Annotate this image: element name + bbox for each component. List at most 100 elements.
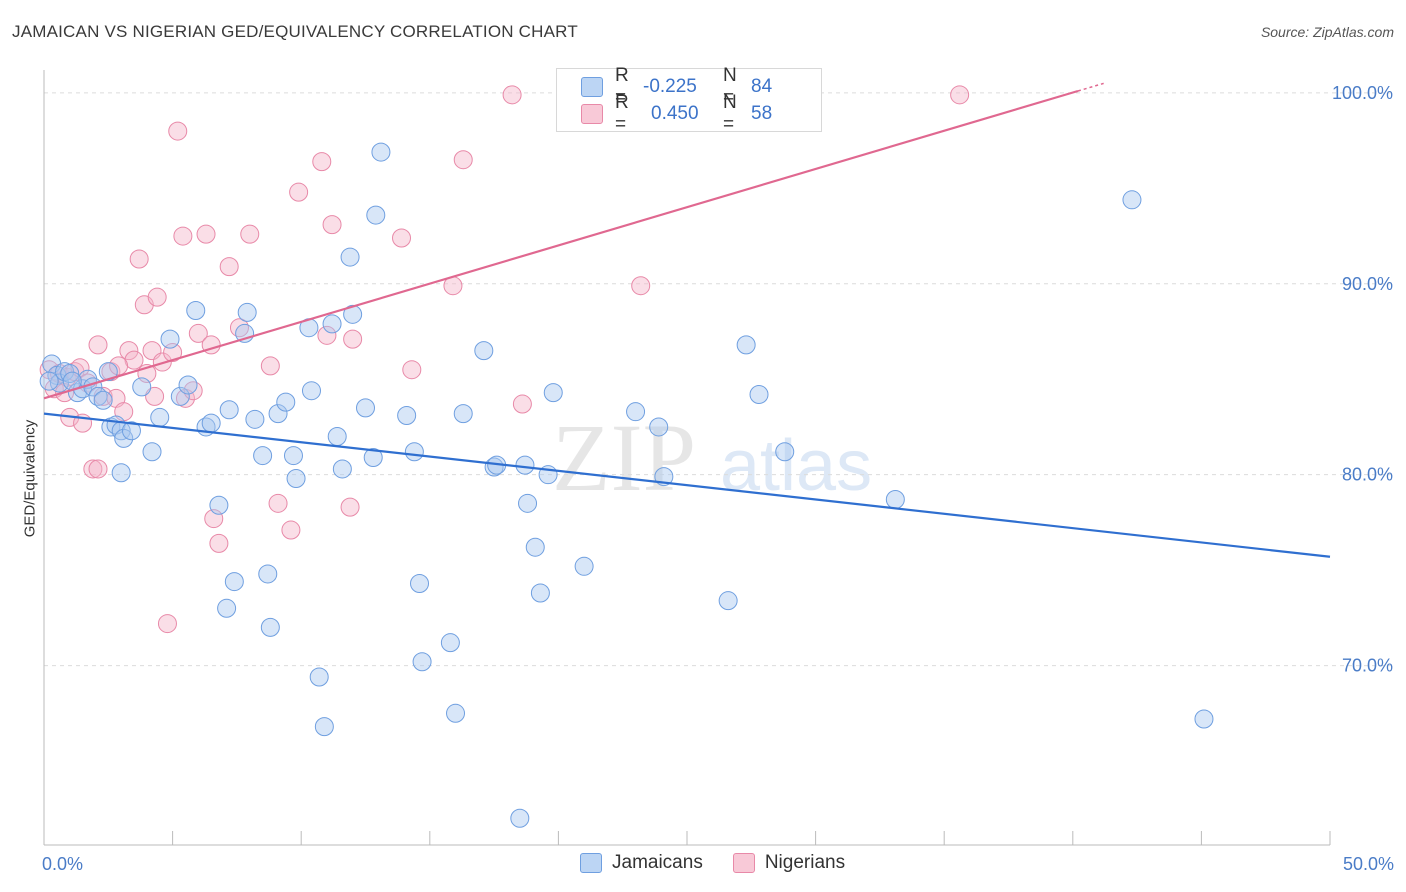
nigerian-point xyxy=(268,493,288,513)
chart-title: JAMAICAN VS NIGERIAN GED/EQUIVALENCY COR… xyxy=(12,22,578,41)
jamaican-point xyxy=(142,442,162,462)
stats-legend: R = -0.225 N = 84 R = 0.450 N = 58 xyxy=(556,65,822,135)
nigerian-point xyxy=(147,287,167,307)
jamaican-point xyxy=(518,493,538,513)
jamaican-point xyxy=(543,383,563,403)
nigerian-point xyxy=(183,381,203,401)
jamaican-point xyxy=(775,442,795,462)
legend-item-nigerians[interactable]: Nigerians xyxy=(732,852,845,874)
jamaican-point xyxy=(88,386,108,406)
jamaican-point xyxy=(736,335,756,355)
nigerian-point xyxy=(129,249,149,269)
jamaican-point xyxy=(332,459,352,479)
jamaican-point xyxy=(219,400,239,420)
jamaican-point xyxy=(253,446,273,466)
jamaican-point xyxy=(286,468,306,488)
jamaican-point xyxy=(111,463,131,483)
jamaican-point xyxy=(404,442,424,462)
jamaican-point xyxy=(186,301,206,321)
y-tick-label: 90.0% xyxy=(1342,274,1393,294)
jamaican-point xyxy=(258,564,278,584)
nigerian-point xyxy=(209,533,229,553)
series-legend: Jamaicans Nigerians xyxy=(580,852,875,874)
jamaican-point xyxy=(201,413,221,433)
jamaican-point xyxy=(718,591,738,611)
legend-swatch-pink xyxy=(732,853,755,873)
nigerian-point xyxy=(289,182,309,202)
jamaican-point xyxy=(60,364,80,384)
jamaican-point xyxy=(114,428,134,448)
nigerian-point xyxy=(453,150,473,170)
legend-row-nigerians: R = 0.450 N = 58 xyxy=(581,92,772,135)
nigerian-point xyxy=(229,318,249,338)
nigerian-point xyxy=(157,614,177,634)
jamaican-point xyxy=(39,371,59,391)
jamaican-point xyxy=(327,427,347,447)
jamaicans-points xyxy=(39,142,1214,828)
jamaican-point xyxy=(209,495,229,515)
legend-swatch-pink xyxy=(581,104,603,124)
nigerian-point xyxy=(109,356,129,376)
axes xyxy=(43,70,1331,846)
legend-swatch-blue xyxy=(581,77,603,97)
jamaican-point xyxy=(132,377,152,397)
jamaican-point xyxy=(1194,709,1214,729)
jamaican-point xyxy=(245,409,265,429)
y-ticks: 70.0% 80.0% 90.0% 100.0% xyxy=(1332,83,1393,676)
jamaican-point xyxy=(170,386,190,406)
y-tick-label: 80.0% xyxy=(1342,465,1393,485)
nigerian-point xyxy=(219,257,239,277)
jamaican-point xyxy=(1122,190,1142,210)
jamaican-point xyxy=(371,142,391,162)
nigerian-point xyxy=(188,323,208,343)
jamaican-point xyxy=(217,598,237,618)
legend-r-label: R = xyxy=(615,65,629,108)
x-tick-label-max: 50.0% xyxy=(1343,854,1394,874)
jamaican-point xyxy=(363,448,383,467)
watermark: ZIP atlas xyxy=(552,404,872,511)
jamaican-point xyxy=(510,808,530,828)
jamaican-point xyxy=(649,417,669,437)
jamaican-point xyxy=(160,329,180,349)
jamaican-point xyxy=(626,402,646,422)
nigerian-point xyxy=(392,228,412,248)
jamaican-point xyxy=(93,390,113,410)
legend-item-jamaicans[interactable]: Jamaicans xyxy=(580,852,703,874)
trend-lines xyxy=(43,82,1331,558)
nigerian-point xyxy=(196,224,216,244)
watermark-atlas: atlas xyxy=(720,426,872,506)
jamaican-point xyxy=(410,573,430,593)
legend-label-jamaicans: Jamaicans xyxy=(612,852,703,873)
nigerians-trend-extension xyxy=(1077,82,1104,92)
jamaican-point xyxy=(397,406,417,426)
x-tick-label-min: 0.0% xyxy=(42,854,83,874)
nigerian-point xyxy=(512,394,532,414)
nigerian-point xyxy=(502,85,522,105)
jamaican-point xyxy=(276,392,296,412)
jamaican-point xyxy=(340,247,360,267)
nigerian-point xyxy=(340,497,360,517)
jamaican-point xyxy=(301,381,321,401)
jamaican-point xyxy=(530,583,550,603)
jamaican-point xyxy=(309,667,329,687)
legend-r-value: 0.450 xyxy=(651,103,699,124)
nigerian-point xyxy=(312,152,332,172)
nigerian-point xyxy=(631,276,651,296)
jamaican-point xyxy=(366,205,386,225)
source-credit: Source: ZipAtlas.com xyxy=(1260,24,1394,40)
nigerian-point xyxy=(322,215,342,235)
nigerian-point xyxy=(145,386,165,406)
nigerians-points xyxy=(39,85,970,634)
nigerians-trend-line xyxy=(43,89,1079,400)
nigerian-point xyxy=(88,335,108,355)
legend-row-jamaicans: R = -0.225 N = 84 xyxy=(581,65,772,108)
y-tick-label: 70.0% xyxy=(1342,656,1393,676)
jamaican-point xyxy=(525,537,545,557)
nigerian-point xyxy=(168,121,188,141)
y-tick-label: 100.0% xyxy=(1332,83,1393,103)
grid xyxy=(44,92,1392,667)
nigerian-point xyxy=(317,325,337,345)
jamaican-point xyxy=(150,407,170,427)
nigerian-point xyxy=(88,459,108,479)
